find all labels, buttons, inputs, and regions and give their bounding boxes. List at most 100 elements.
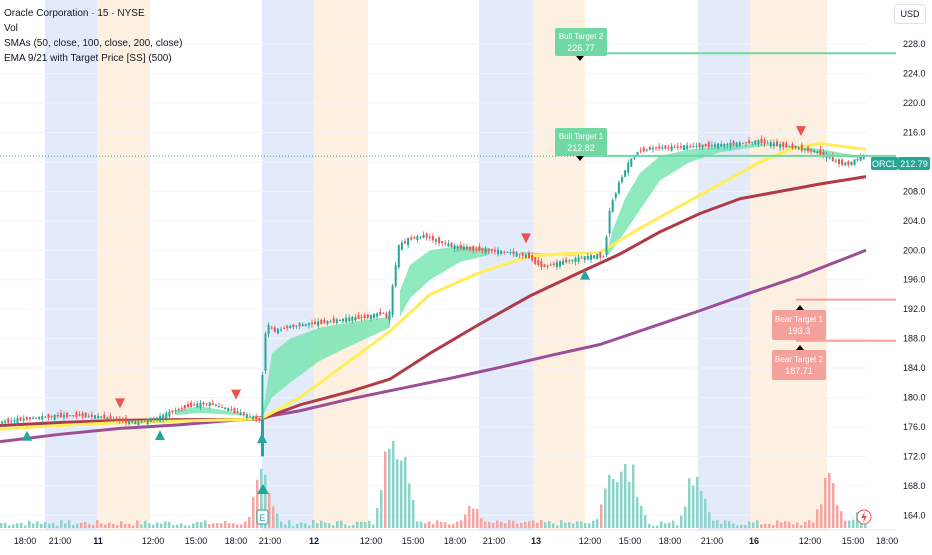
candle-body xyxy=(534,257,537,264)
volume-bar xyxy=(512,520,515,528)
volume-bar xyxy=(40,523,43,528)
candle-body xyxy=(317,321,320,327)
candle-body xyxy=(472,246,475,251)
volume-bar xyxy=(316,523,319,528)
candle-body xyxy=(404,241,406,244)
candle-body xyxy=(363,315,366,318)
candle-body xyxy=(701,144,704,148)
volume-bar xyxy=(772,525,775,528)
candle-body xyxy=(205,403,208,405)
candle-body xyxy=(137,421,140,425)
candle-body xyxy=(112,418,115,421)
volume-bar xyxy=(604,488,607,528)
candle-body xyxy=(348,317,351,322)
candle-body xyxy=(273,327,276,332)
lightning-icon[interactable] xyxy=(856,509,872,525)
bear-target-2-value: 187.71 xyxy=(785,366,813,376)
volume-bar xyxy=(464,514,467,528)
candle-body xyxy=(695,145,698,147)
candle-body xyxy=(19,417,22,421)
volume-bar xyxy=(76,523,79,528)
candle-body xyxy=(233,408,236,413)
volume-bar xyxy=(300,522,303,528)
sell-signal-arrow xyxy=(521,233,531,244)
volume-bar xyxy=(520,523,523,528)
candle-body xyxy=(583,256,586,260)
bull-target-2-value: 226.77 xyxy=(567,43,595,53)
candle-body xyxy=(803,148,806,150)
volume-bar xyxy=(156,522,159,528)
candle-body xyxy=(180,407,183,409)
candle-body xyxy=(224,407,227,410)
candle-body xyxy=(590,255,592,260)
volume-bar xyxy=(160,523,163,528)
candle-body xyxy=(748,140,751,144)
volume-bar xyxy=(276,513,279,528)
volume-bar xyxy=(828,472,831,528)
volume-bar xyxy=(632,464,635,528)
legend-vol[interactable]: Vol xyxy=(4,23,18,34)
candle-body xyxy=(599,252,602,258)
volume-bar xyxy=(592,520,595,528)
volume-bar xyxy=(120,521,123,528)
candle-body xyxy=(97,415,100,419)
time-tick-label: 18:00 xyxy=(444,536,467,546)
symbol-title[interactable]: Oracle Corporation · 15 · NYSE xyxy=(4,8,145,19)
currency-button[interactable]: USD xyxy=(894,4,926,24)
time-axis-bg xyxy=(0,530,932,550)
candle-body xyxy=(661,147,664,149)
earnings-marker[interactable]: E xyxy=(256,484,269,525)
volume-bar xyxy=(292,525,295,528)
volume-bar xyxy=(136,520,139,528)
candle-body xyxy=(698,143,701,148)
volume-bar xyxy=(332,525,335,528)
volume-bar xyxy=(608,474,611,528)
candle-body xyxy=(152,419,155,421)
candle-body xyxy=(528,252,530,259)
candle-body xyxy=(218,406,220,408)
buy-signal-arrow xyxy=(257,433,267,444)
candle-body xyxy=(407,237,410,246)
candle-body xyxy=(456,246,459,249)
candle-body xyxy=(562,260,565,265)
sma200-line xyxy=(0,248,867,444)
candle-body xyxy=(710,144,713,147)
price-axis[interactable]: 164.0 168.0 172.0 176.0 180.0 184.0 188.0 192.0… xyxy=(896,0,932,550)
candle-body xyxy=(692,146,695,148)
time-axis[interactable]: 18:00 21:00 11 12:00 15:00 18:00 21:00 12 12:00 1… xyxy=(0,529,932,550)
volume-bar xyxy=(396,459,399,528)
legend-ema[interactable]: EMA 9/21 with Target Price [SS] (500) xyxy=(4,53,172,64)
bear-target-2-box xyxy=(772,350,826,380)
time-tick-label: 21:00 xyxy=(49,536,72,546)
candle-body xyxy=(450,242,453,248)
candle-body xyxy=(686,145,689,149)
candle-body xyxy=(410,237,413,240)
candle-body xyxy=(794,146,797,149)
time-tick-label: 16 xyxy=(749,536,759,546)
time-tick-label: 21:00 xyxy=(701,536,724,546)
price-tick-label: 172.0 xyxy=(903,451,926,461)
volume-bar xyxy=(168,522,171,528)
volume-bar xyxy=(484,521,487,528)
candle-body xyxy=(125,417,127,423)
candle-body xyxy=(704,143,707,147)
time-tick-label: 18:00 xyxy=(659,536,682,546)
signal-markers xyxy=(22,126,806,444)
volume-bar xyxy=(240,524,243,528)
candle-body xyxy=(394,265,397,287)
candle-body xyxy=(862,155,865,159)
volume-bar xyxy=(208,524,211,528)
volume-bar xyxy=(140,524,143,528)
candle-body xyxy=(447,243,450,247)
candle-body xyxy=(586,256,589,260)
candle-body xyxy=(518,253,521,255)
volume-bar xyxy=(64,523,67,528)
candle-body xyxy=(28,417,31,420)
volume-bar xyxy=(304,523,307,528)
volume-bar xyxy=(144,520,147,528)
candle-body xyxy=(444,242,447,244)
afterhours-band xyxy=(314,0,368,530)
legend-smas[interactable]: SMAs (50, close, 100, close, 200, close) xyxy=(4,38,183,49)
